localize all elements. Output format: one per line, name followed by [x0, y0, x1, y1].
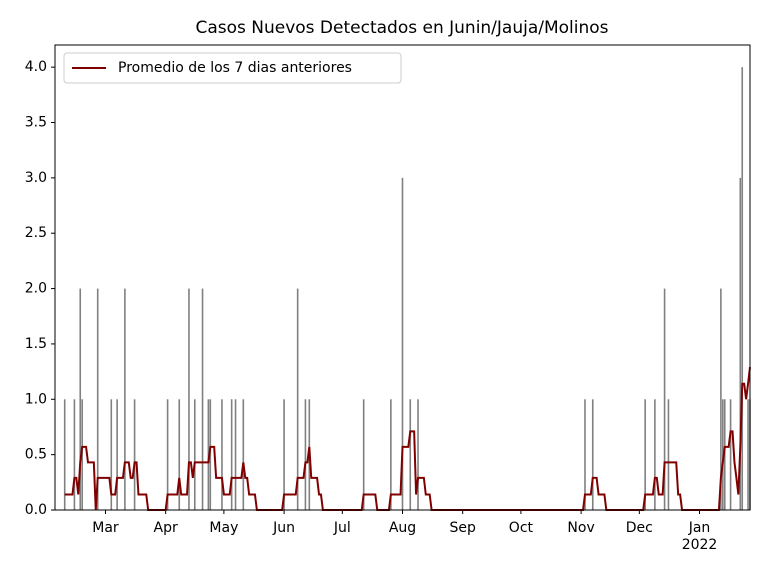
legend-box: [63, 52, 402, 84]
y-tick-label: 0.5: [25, 447, 47, 463]
y-tick-label: 0.0: [25, 502, 47, 518]
bar: [178, 399, 181, 510]
bar: [234, 399, 237, 510]
y-tick-label: 4.0: [25, 59, 47, 75]
x-tick-label: May: [209, 520, 239, 536]
bar: [188, 288, 190, 510]
bar: [362, 399, 365, 510]
bar: [401, 177, 404, 510]
bar: [747, 399, 749, 510]
bar: [644, 399, 646, 510]
x-tick-label: Nov: [567, 520, 595, 536]
x-tick-label: Sep: [449, 520, 476, 536]
bar: [124, 288, 126, 510]
x-tick-label: Apr: [153, 520, 178, 536]
y-tick-label: 1.0: [25, 391, 47, 407]
bar: [663, 288, 666, 510]
bar: [116, 399, 118, 510]
bar: [304, 399, 307, 510]
bar: [720, 288, 722, 510]
x-tick-label: Dec: [625, 520, 653, 536]
x-tick-label: Oct: [508, 520, 534, 536]
bar: [242, 399, 245, 510]
bar: [96, 288, 99, 510]
plot-frame: [54, 44, 751, 511]
y-tick-label: 3.0: [25, 170, 47, 186]
chart-title: Casos Nuevos Detectados en Junin/Jauja/M…: [195, 18, 608, 38]
bar: [166, 399, 169, 510]
bar: [133, 399, 136, 510]
bar: [409, 399, 412, 510]
x-tick-label: Jun: [273, 520, 296, 536]
bar: [283, 399, 285, 510]
bar: [193, 399, 196, 510]
x-tick-label: Jul: [333, 520, 351, 536]
x-tick-label: Mar: [92, 520, 119, 536]
bar: [73, 399, 76, 510]
bar: [654, 399, 656, 510]
y-tick-label: 1.5: [25, 336, 47, 352]
bar: [591, 399, 594, 510]
x-tick-label: Jan 2022: [681, 520, 718, 553]
bar: [584, 399, 586, 510]
y-tick-label: 2.5: [25, 225, 47, 241]
bar: [230, 399, 233, 510]
bar: [667, 399, 670, 510]
bar: [739, 177, 742, 510]
bar: [296, 288, 299, 510]
y-tick-label: 2.0: [25, 281, 47, 297]
bar: [390, 399, 392, 510]
bar: [201, 288, 204, 510]
bar: [63, 399, 66, 510]
bar: [110, 399, 113, 510]
legend-label: Promedio de los 7 dias anteriores: [118, 60, 352, 76]
bar: [741, 67, 744, 511]
line: [64, 367, 751, 511]
bar: [79, 288, 82, 510]
bar: [221, 399, 223, 510]
x-tick-label: Aug: [388, 520, 417, 536]
bar: [417, 399, 419, 510]
y-tick-label: 3.5: [25, 115, 47, 131]
bar: [729, 399, 732, 510]
